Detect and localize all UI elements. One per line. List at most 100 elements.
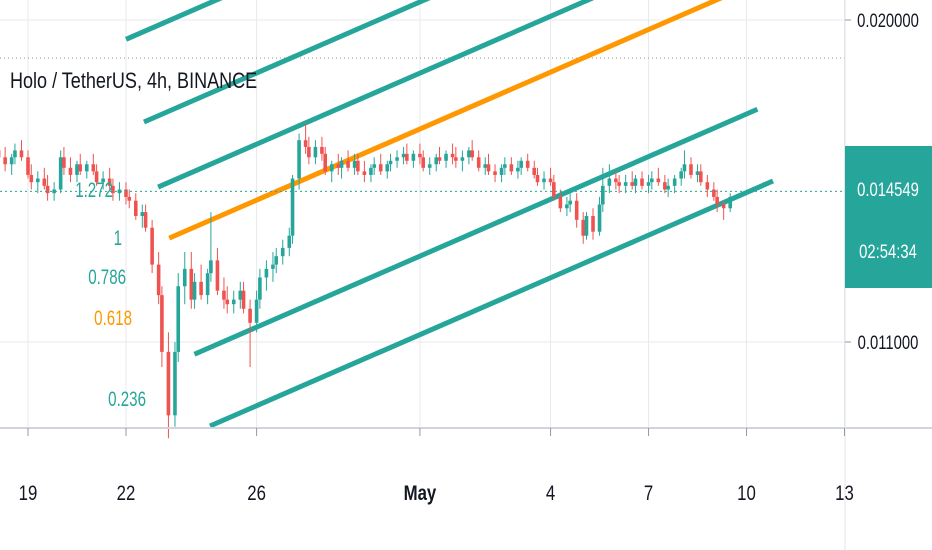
- candle-body: [117, 189, 122, 194]
- candle-body: [695, 171, 700, 175]
- candle-body: [209, 260, 213, 274]
- candle-body: [205, 273, 210, 296]
- candle-body: [303, 140, 308, 147]
- fib-level-line[interactable]: [209, 178, 774, 429]
- candle-body: [362, 171, 367, 175]
- candle-body: [650, 178, 654, 183]
- candle-body: [617, 182, 621, 186]
- candle-body: [597, 204, 602, 232]
- candle-body: [401, 153, 406, 158]
- price-axis[interactable]: 0.020000 0.011000 0.014549 02:54:34: [844, 0, 932, 550]
- candle-body: [689, 164, 693, 175]
- fib-level-line[interactable]: [157, 0, 721, 190]
- candle-body: [369, 167, 373, 175]
- candle-body: [287, 235, 292, 248]
- candle-body: [124, 189, 128, 197]
- candle-body: [107, 178, 112, 186]
- price-tick-label: 0.011000: [858, 332, 919, 353]
- fib-level-line[interactable]: [193, 106, 759, 357]
- candle-body: [542, 178, 546, 183]
- candle-body: [274, 256, 279, 265]
- candle-body: [3, 157, 7, 165]
- candle-body: [225, 299, 230, 305]
- candle-body: [476, 157, 481, 168]
- last-price-value: 0.014549: [857, 179, 919, 200]
- candle-series: [0, 123, 732, 439]
- candle-body: [68, 167, 73, 175]
- candle-body: [460, 157, 465, 161]
- candle-body: [307, 146, 311, 158]
- candle-body: [45, 185, 50, 194]
- candle-body: [434, 157, 439, 165]
- candle-body: [607, 178, 612, 186]
- candle-body: [467, 150, 471, 158]
- candle-body: [329, 164, 334, 172]
- fib-level-label: 1: [114, 225, 122, 249]
- fib-level-line[interactable]: [143, 0, 707, 125]
- time-tick-label: 19: [19, 482, 38, 505]
- candle-body: [535, 174, 540, 183]
- candle-body: [411, 153, 416, 161]
- candle-body: [444, 153, 448, 161]
- fib-level-line[interactable]: [168, 0, 732, 241]
- candle-body: [532, 167, 537, 175]
- candle-body: [101, 178, 105, 183]
- candle-body: [591, 215, 595, 232]
- candle-body: [160, 295, 164, 352]
- candle-body: [199, 281, 203, 296]
- candle-body: [493, 171, 497, 175]
- candle-body: [166, 351, 171, 416]
- candle-body: [297, 140, 301, 179]
- candle-body: [721, 204, 726, 209]
- candle-body: [313, 146, 318, 158]
- candle-body: [264, 268, 269, 278]
- last-price-tag: [845, 146, 932, 288]
- candle-body: [486, 164, 491, 172]
- candle-body: [728, 196, 732, 209]
- candle-body: [238, 290, 243, 300]
- candle-body: [26, 157, 30, 175]
- candle-body: [215, 260, 220, 291]
- candle-body: [9, 157, 14, 165]
- candle-body: [290, 178, 295, 236]
- candle-body: [182, 268, 187, 287]
- candle-body: [666, 185, 670, 190]
- candle-body: [84, 164, 89, 172]
- candle-body: [35, 178, 40, 183]
- candle-body: [140, 212, 145, 216]
- candle-body: [454, 157, 458, 161]
- fib-level-label: 1.272: [75, 177, 113, 201]
- candle-body: [640, 178, 644, 186]
- candle-body: [712, 189, 716, 197]
- fib-channel[interactable]: [81, 0, 774, 429]
- candle-body: [630, 182, 635, 186]
- time-axis[interactable]: 19 22 26 May 4 7 10 13: [19, 428, 854, 506]
- candle-body: [323, 153, 328, 172]
- candle-body: [58, 157, 63, 190]
- candle-body: [13, 150, 17, 158]
- candle-body: [558, 196, 563, 209]
- candle-body: [427, 164, 432, 168]
- candle-body: [127, 196, 132, 201]
- candle-body: [525, 160, 530, 168]
- candle-body: [705, 182, 710, 190]
- candle-body: [574, 200, 579, 220]
- candle-body: [499, 167, 504, 175]
- candle-body: [646, 182, 651, 186]
- candle-body: [698, 171, 703, 183]
- candle-body: [581, 219, 586, 236]
- candle-body: [189, 268, 194, 300]
- candle-body: [173, 351, 177, 416]
- candle-body: [254, 299, 259, 323]
- candle-body: [75, 164, 79, 175]
- candle-body: [437, 157, 442, 161]
- candle-body: [548, 178, 553, 183]
- candle-body: [222, 290, 226, 300]
- candle-body: [656, 178, 661, 183]
- candle-body: [94, 171, 99, 183]
- candle-body: [715, 196, 719, 205]
- candle-body: [133, 200, 138, 216]
- candle-body: [192, 281, 197, 300]
